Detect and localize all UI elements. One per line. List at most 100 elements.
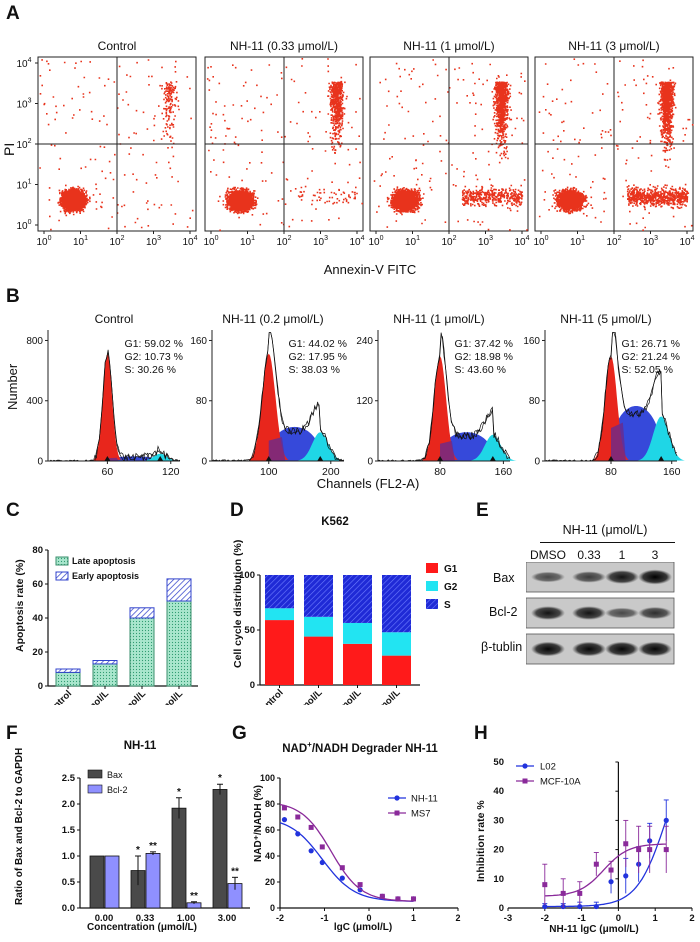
lane-label-3: 3	[651, 548, 659, 562]
y-tick-label: 10	[493, 874, 504, 885]
x-tick-label: 2	[689, 913, 694, 924]
protein-band	[638, 569, 672, 585]
panel-e-header: NH-11 (μmol/L)	[562, 523, 648, 537]
overlap-area	[107, 457, 119, 461]
panel-h-letter: H	[474, 723, 488, 744]
legend-swatch	[87, 784, 103, 794]
significance-marker: *	[136, 845, 140, 856]
x-tick-exponent: 4	[691, 235, 695, 242]
x-tick-exponent: 1	[251, 235, 255, 242]
y-tick-exponent: 3	[28, 98, 32, 105]
overlap-area	[440, 440, 455, 461]
histogram-title: NH-11 (1 μmol/L)	[393, 312, 484, 326]
panel-g-title-sup: +	[307, 740, 312, 749]
phase-stat: G2: 18.98 %	[455, 351, 513, 363]
legend-swatch-late	[55, 556, 69, 566]
lane-label-1: 1	[618, 548, 626, 562]
significance-marker: *	[177, 787, 181, 798]
bar-bcl2	[104, 855, 120, 909]
x-tick-label: 120	[162, 466, 180, 478]
panel-f-letter: F	[6, 723, 18, 744]
flow-plot-1	[35, 56, 197, 234]
data-point	[608, 879, 614, 885]
phase-stat: S: 30.26 %	[125, 364, 176, 376]
data-point	[319, 859, 325, 866]
y-tick-label: 20	[493, 845, 504, 856]
y-tick-label: 0	[534, 457, 540, 468]
x-category-label: 3 μmol/L	[150, 688, 186, 705]
legend-marker	[394, 795, 400, 801]
y-tick-label: 40	[493, 786, 504, 797]
g2-peak	[637, 416, 685, 461]
data-point	[608, 867, 614, 873]
legend-swatch	[426, 563, 438, 573]
bar-late-apoptosis	[129, 617, 155, 687]
y-tick-label: 80	[32, 545, 43, 556]
data-point	[319, 844, 325, 850]
x-tick-exponent: 4	[526, 235, 530, 242]
x-tick-label: 1	[653, 913, 659, 924]
data-point	[593, 903, 599, 910]
flow-events	[538, 58, 694, 232]
y-tick-label: 400	[26, 396, 43, 407]
y-tick-label: 160	[190, 336, 207, 347]
x-category-label: 1 μmol/L	[328, 687, 364, 705]
x-category-label: 0.2 μmol/L	[284, 687, 325, 705]
legend-label: NH-11	[411, 794, 438, 805]
x-tick-label: 80	[434, 466, 446, 478]
histogram-4	[542, 330, 685, 464]
panel-a-xlabel: Annexin-V FITC	[323, 262, 417, 277]
bar-late-apoptosis	[55, 671, 81, 687]
significance-marker: *	[218, 773, 222, 784]
x-tick-label: 160	[663, 466, 681, 478]
y-tick-label: 0.5	[62, 877, 76, 888]
legend-label: S	[444, 600, 451, 611]
data-point	[542, 903, 548, 910]
bar-g2	[265, 608, 294, 621]
y-tick-label: 0	[250, 680, 255, 691]
y-tick-label: 0	[270, 903, 275, 913]
y-tick-label: 100	[239, 570, 255, 581]
protein-band	[605, 570, 639, 584]
y-tick-label: 60	[265, 825, 275, 835]
bar-early-apoptosis	[166, 578, 192, 602]
legend-label: Bcl-2	[107, 785, 128, 795]
y-tick-exponent: 2	[28, 138, 32, 145]
x-category-label: 0.00	[95, 913, 114, 924]
panel-g-xlabel: lgC (μmol/L)	[333, 922, 393, 933]
g1-peak	[93, 353, 122, 461]
y-tick-exponent: 1	[28, 179, 32, 186]
x-tick-exponent: 4	[194, 235, 198, 242]
band-label-bcl2: Bcl-2	[489, 605, 518, 619]
data-point	[560, 890, 566, 896]
y-tick-label: 240	[356, 336, 373, 347]
y-tick-label: 50	[493, 757, 504, 768]
panel-e-header-line	[540, 542, 675, 543]
protein-band	[572, 571, 606, 583]
data-point	[623, 873, 629, 879]
lane-label-0-33: 0.33	[577, 548, 601, 562]
panel-g-letter: G	[232, 723, 247, 744]
data-point	[636, 847, 642, 853]
x-tick-exponent: 3	[654, 235, 658, 242]
x-tick-exponent: 1	[84, 235, 88, 242]
bar-g1	[382, 655, 411, 685]
bar-late-apoptosis	[92, 663, 118, 687]
band-label-bax: Bax	[493, 571, 515, 585]
y-tick-label: 0	[367, 457, 373, 468]
bar-early-apoptosis	[92, 660, 118, 665]
protein-band	[531, 641, 565, 657]
panel-g-title-pre: NAD	[282, 742, 308, 755]
y-tick-label: 0	[38, 681, 43, 692]
data-point	[281, 817, 288, 823]
panel-g-title-post: /NADH Degrader NH-11	[311, 742, 438, 755]
bar-early-apoptosis	[129, 607, 155, 619]
flow-plot-title: NH-11 (1 μmol/L)	[403, 39, 494, 53]
y-tick-exponent: 4	[28, 57, 32, 64]
y-tick-label: 120	[356, 396, 373, 407]
x-tick-label: 160	[495, 466, 513, 478]
data-point	[308, 824, 314, 830]
x-category-label: 5 μmol/L	[367, 687, 403, 705]
x-tick-label: -3	[504, 913, 512, 924]
phase-stat: G2: 21.24 %	[622, 351, 680, 363]
